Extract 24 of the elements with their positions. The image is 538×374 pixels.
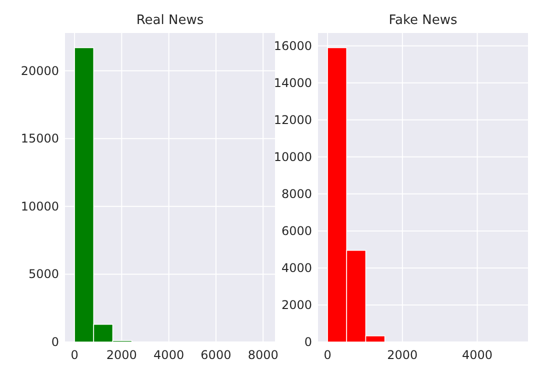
y-tick-label: 12000	[274, 112, 312, 127]
y-tick-label: 6000	[281, 224, 312, 238]
y-tick-label: 5000	[28, 267, 59, 282]
y-tick-label: 16000	[274, 38, 312, 53]
y-tick-label: 10000	[274, 150, 312, 164]
y-tick-label: 2000	[281, 298, 312, 312]
chart-title: Fake News	[388, 13, 458, 28]
x-tick-label: 2000	[387, 348, 418, 362]
x-tick-label: 0	[324, 348, 332, 362]
x-tick-label: 8000	[248, 348, 278, 362]
y-tick-label: 0	[51, 335, 59, 349]
y-tick-label: 10000	[20, 199, 59, 214]
x-tick-label: 0	[70, 348, 78, 362]
x-tick-label: 2000	[106, 348, 137, 362]
x-tick-label: 4000	[154, 348, 184, 362]
y-tick-label: 8000	[281, 186, 312, 201]
x-tick-label: 4000	[462, 348, 493, 362]
y-tick-label: 15000	[20, 132, 59, 146]
chart-title: Real News	[136, 13, 204, 28]
y-tick-label: 20000	[20, 64, 59, 78]
x-tick-label: 6000	[200, 348, 232, 362]
y-tick-label: 0	[304, 335, 312, 349]
y-tick-label: 4000	[281, 260, 312, 275]
y-tick-label: 14000	[274, 76, 312, 90]
